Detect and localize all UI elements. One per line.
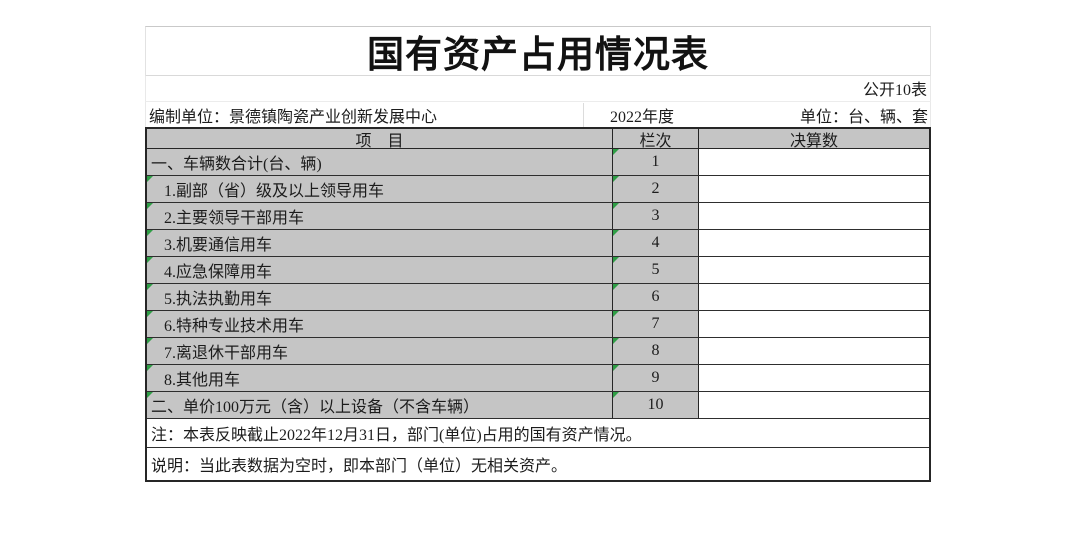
index-label: 7: [651, 315, 660, 332]
index-cell: 9: [613, 365, 699, 391]
item-label: 2.主要领导干部用车: [164, 210, 305, 227]
item-label: 二、单价100万元（含）以上设备（不含车辆）: [151, 399, 480, 416]
error-flag-triangle-icon: [613, 284, 619, 290]
error-flag-triangle-icon: [147, 284, 153, 290]
index-cell: 6: [613, 284, 699, 310]
index-label: 3: [651, 207, 660, 224]
error-flag-triangle-icon: [147, 176, 153, 182]
item-cell: 1.副部（省）级及以上领导用车: [147, 176, 613, 202]
item-label: 6.特种专业技术用车: [164, 318, 305, 335]
header-value-column: 决算数: [789, 132, 838, 150]
index-cell: 8: [613, 338, 699, 364]
table-row: 7.离退休干部用车 8: [147, 338, 929, 365]
index-cell: 3: [613, 203, 699, 229]
error-flag-triangle-icon: [147, 230, 153, 236]
error-flag-triangle-icon: [613, 257, 619, 263]
error-flag-triangle-icon: [613, 338, 619, 344]
value-cell[interactable]: [699, 257, 929, 283]
item-cell: 3.机要通信用车: [147, 230, 613, 256]
error-flag-triangle-icon: [613, 176, 619, 182]
item-label: 8.其他用车: [164, 372, 241, 389]
value-cell[interactable]: [699, 203, 929, 229]
remark-row: 说明：当此表数据为空时，即本部门（单位）无相关资产。: [147, 448, 929, 480]
note-row: 注：本表反映截止2022年12月31日，部门(单位)占用的国有资产情况。: [147, 419, 929, 448]
index-label: 6: [651, 288, 660, 305]
error-flag-triangle-icon: [613, 311, 619, 317]
index-cell: 5: [613, 257, 699, 283]
item-label: 4.应急保障用车: [164, 264, 273, 281]
table-row: 4.应急保障用车 5: [147, 257, 929, 284]
error-flag-triangle-icon: [613, 149, 619, 155]
error-flag-triangle-icon: [613, 392, 619, 398]
asset-report-sheet: 国有资产占用情况表 公开10表 编制单位：景德镇陶瓷产业创新发展中心 2022年…: [145, 26, 931, 482]
header-index-column: 栏次: [613, 129, 699, 150]
index-cell: 1: [613, 149, 699, 175]
index-cell: 4: [613, 230, 699, 256]
error-flag-triangle-icon: [613, 203, 619, 209]
table-row: 1.副部（省）级及以上领导用车 2: [147, 176, 929, 203]
item-cell: 6.特种专业技术用车: [147, 311, 613, 337]
index-cell: 2: [613, 176, 699, 202]
value-cell[interactable]: [699, 365, 929, 391]
item-label: 一、车辆数合计(台、辆): [151, 156, 322, 173]
item-cell: 5.执法执勤用车: [147, 284, 613, 310]
remark-text: 说明：当此表数据为空时，即本部门（单位）无相关资产。: [151, 458, 568, 475]
meta-row-info: 编制单位：景德镇陶瓷产业创新发展中心 2022年度 单位：台、辆、套: [145, 101, 931, 127]
public-table-label: 公开10表: [862, 82, 927, 99]
note-text: 注：本表反映截止2022年12月31日，部门(单位)占用的国有资产情况。: [151, 427, 642, 444]
item-label: 7.离退休干部用车: [164, 345, 289, 362]
item-cell: 4.应急保障用车: [147, 257, 613, 283]
item-cell: 2.主要领导干部用车: [147, 203, 613, 229]
item-label: 1.副部（省）级及以上领导用车: [164, 183, 385, 200]
value-cell[interactable]: [699, 230, 929, 256]
value-cell[interactable]: [699, 392, 929, 418]
error-flag-triangle-icon: [147, 311, 153, 317]
index-label: 8: [651, 342, 660, 359]
value-cell[interactable]: [699, 311, 929, 337]
meta-row-public: 公开10表: [145, 75, 931, 101]
error-flag-triangle-icon: [147, 365, 153, 371]
value-cell[interactable]: [699, 338, 929, 364]
item-cell: 8.其他用车: [147, 365, 613, 391]
table-row: 8.其他用车 9: [147, 365, 929, 392]
prepare-unit-label: 编制单位：景德镇陶瓷产业创新发展中心: [149, 108, 438, 126]
item-cell: 一、车辆数合计(台、辆): [147, 149, 613, 175]
table-header-row: 项 目 栏次 决算数: [147, 129, 929, 150]
item-cell: 二、单价100万元（含）以上设备（不含车辆）: [147, 392, 613, 418]
value-cell[interactable]: [699, 284, 929, 310]
item-label: 3.机要通信用车: [164, 237, 273, 254]
table-row: 一、车辆数合计(台、辆) 1: [147, 149, 929, 176]
table-row: 3.机要通信用车 4: [147, 230, 929, 257]
index-cell: 7: [613, 311, 699, 337]
measure-unit-label: 单位：台、辆、套: [799, 108, 928, 126]
item-cell: 7.离退休干部用车: [147, 338, 613, 364]
table-row: 5.执法执勤用车 6: [147, 284, 929, 311]
table-row: 6.特种专业技术用车 7: [147, 311, 929, 338]
error-flag-triangle-icon: [613, 230, 619, 236]
asset-table: 项 目 栏次 决算数 一、车辆数合计(台、辆) 1 1.副部（省）级及以上领导用…: [145, 127, 931, 482]
report-title: 国有资产占用情况表: [145, 26, 931, 76]
value-cell[interactable]: [699, 176, 929, 202]
value-cell[interactable]: [699, 149, 929, 175]
error-flag-triangle-icon: [147, 203, 153, 209]
header-item-column: 项 目: [147, 129, 613, 150]
index-label: 4: [651, 234, 660, 251]
index-label: 2: [651, 180, 660, 197]
error-flag-triangle-icon: [613, 365, 619, 371]
item-label: 5.执法执勤用车: [164, 291, 273, 308]
table-body: 一、车辆数合计(台、辆) 1 1.副部（省）级及以上领导用车 2 2.主要领导干…: [147, 149, 929, 419]
error-flag-triangle-icon: [147, 338, 153, 344]
error-flag-triangle-icon: [147, 392, 153, 398]
index-cell: 10: [613, 392, 699, 418]
error-flag-triangle-icon: [147, 257, 153, 263]
table-row: 二、单价100万元（含）以上设备（不含车辆） 10: [147, 392, 929, 419]
index-label: 10: [647, 396, 664, 413]
index-label: 9: [651, 369, 660, 386]
index-label: 1: [651, 153, 660, 170]
table-row: 2.主要领导干部用车 3: [147, 203, 929, 230]
index-label: 5: [651, 261, 660, 278]
fiscal-year-label: 2022年度: [583, 102, 700, 127]
